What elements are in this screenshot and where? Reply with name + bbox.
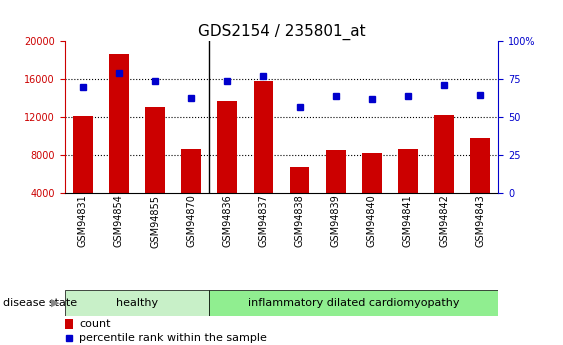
Bar [470, 138, 490, 231]
Bar [398, 149, 418, 231]
Bar [362, 153, 382, 231]
Text: inflammatory dilated cardiomyopathy: inflammatory dilated cardiomyopathy [248, 298, 459, 308]
Bar [109, 54, 129, 231]
Bar [145, 107, 165, 231]
Text: healthy: healthy [116, 298, 158, 308]
Bar [217, 101, 237, 231]
Bar [73, 116, 93, 231]
Text: count: count [79, 319, 110, 329]
Text: disease state: disease state [3, 298, 77, 308]
Bar [434, 115, 454, 231]
Text: percentile rank within the sample: percentile rank within the sample [79, 333, 267, 343]
Bar [65, 319, 73, 329]
Bar [65, 290, 209, 316]
Bar [326, 149, 346, 231]
Bar [181, 149, 201, 231]
Title: GDS2154 / 235801_at: GDS2154 / 235801_at [198, 24, 365, 40]
Bar [253, 81, 274, 231]
Bar [209, 290, 498, 316]
Text: ▶: ▶ [51, 298, 59, 308]
Bar [289, 167, 310, 231]
